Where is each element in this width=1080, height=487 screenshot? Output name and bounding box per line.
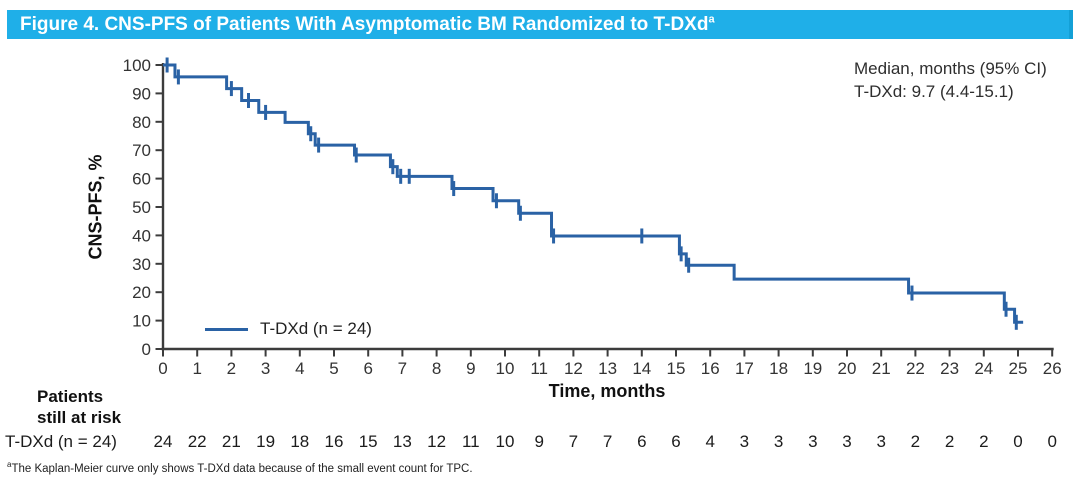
x-tick-label: 20 xyxy=(838,359,857,378)
x-tick-label: 8 xyxy=(432,359,441,378)
risk-value: 0 xyxy=(1047,432,1057,451)
risk-value: 19 xyxy=(256,432,276,451)
figure-title-bar: Figure 4. CNS-PFS of Patients With Asymp… xyxy=(7,10,1073,39)
y-axis-title: CNS-PFS, % xyxy=(85,154,106,260)
x-tick-label: 5 xyxy=(329,359,338,378)
figure-title: Figure 4. CNS-PFS of Patients With Asymp… xyxy=(20,14,709,35)
risk-value: 12 xyxy=(427,432,447,451)
y-tick-label: 50 xyxy=(132,198,151,217)
risk-table-header-line1: Patients xyxy=(37,387,104,406)
y-tick-label: 60 xyxy=(132,170,151,189)
x-tick-label: 4 xyxy=(295,359,304,378)
y-tick-label: 10 xyxy=(132,312,151,331)
x-tick-label: 6 xyxy=(363,359,372,378)
risk-value: 22 xyxy=(187,432,207,451)
x-tick-label: 17 xyxy=(735,359,754,378)
x-tick-label: 3 xyxy=(261,359,270,378)
x-tick-label: 13 xyxy=(598,359,617,378)
risk-value: 10 xyxy=(495,432,515,451)
footnote: aThe Kaplan-Meier curve only shows T-DXd… xyxy=(7,460,473,475)
y-tick-label: 30 xyxy=(132,255,151,274)
risk-value: 7 xyxy=(568,432,579,451)
y-tick-label: 0 xyxy=(142,340,151,359)
x-tick-label: 21 xyxy=(872,359,891,378)
x-tick-label: 19 xyxy=(803,359,822,378)
risk-row-label: T-DXd (n = 24) xyxy=(5,432,117,451)
legend-line-swatch xyxy=(205,327,248,331)
risk-table-header: Patients still at risk xyxy=(37,386,121,428)
risk-value: 6 xyxy=(637,432,647,451)
footnote-superscript: a xyxy=(7,460,12,469)
x-tick-label: 10 xyxy=(496,359,515,378)
x-tick-label: 2 xyxy=(227,359,236,378)
x-axis-title: Time, months xyxy=(548,381,666,401)
risk-value: 7 xyxy=(602,432,613,451)
y-tick-label: 70 xyxy=(132,141,151,160)
x-tick-label: 0 xyxy=(158,359,167,378)
risk-value: 4 xyxy=(705,432,715,451)
x-tick-label: 26 xyxy=(1043,359,1062,378)
risk-value: 24 xyxy=(153,432,173,451)
risk-value: 21 xyxy=(221,432,241,451)
x-tick-label: 24 xyxy=(974,359,993,378)
x-tick-label: 14 xyxy=(632,359,651,378)
risk-value: 3 xyxy=(876,432,886,451)
x-tick-label: 25 xyxy=(1009,359,1028,378)
y-tick-label: 20 xyxy=(132,283,151,302)
y-tick-label: 90 xyxy=(132,84,151,103)
x-tick-label: 22 xyxy=(906,359,925,378)
risk-value: 16 xyxy=(324,432,344,451)
risk-value: 2 xyxy=(944,432,955,451)
y-tick-label: 100 xyxy=(123,56,151,75)
km-curve xyxy=(163,63,1024,324)
risk-value: 6 xyxy=(671,432,681,451)
risk-value: 11 xyxy=(461,432,480,451)
risk-value: 2 xyxy=(979,432,989,451)
x-tick-label: 16 xyxy=(701,359,720,378)
risk-value: 3 xyxy=(739,432,750,451)
risk-value: 3 xyxy=(842,432,852,451)
legend: T-DXd (n = 24) xyxy=(205,319,372,339)
risk-table-header-line2: still at risk xyxy=(37,408,122,427)
risk-value: 9 xyxy=(534,432,544,451)
median-annotation-value: T-DXd: 9.7 (4.4-15.1) xyxy=(854,82,1014,101)
median-annotation: Median, months (95% CI) T-DXd: 9.7 (4.4-… xyxy=(854,57,1047,103)
y-tick-label: 40 xyxy=(132,226,151,245)
x-tick-label: 12 xyxy=(564,359,583,378)
risk-value: 13 xyxy=(392,432,412,451)
risk-value: 3 xyxy=(808,432,818,451)
risk-value: 2 xyxy=(910,432,921,451)
median-annotation-header: Median, months (95% CI) xyxy=(854,59,1047,78)
risk-value: 18 xyxy=(290,432,310,451)
legend-label: T-DXd (n = 24) xyxy=(260,319,372,338)
risk-value: 15 xyxy=(358,432,378,451)
figure-title-superscript: a xyxy=(708,13,715,26)
risk-value: 0 xyxy=(1013,432,1023,451)
footnote-text: The Kaplan-Meier curve only shows T-DXd … xyxy=(11,462,473,475)
x-tick-label: 23 xyxy=(940,359,959,378)
x-tick-label: 18 xyxy=(769,359,788,378)
x-tick-label: 9 xyxy=(466,359,475,378)
x-tick-label: 11 xyxy=(530,359,548,378)
x-tick-label: 7 xyxy=(398,359,407,378)
y-tick-label: 80 xyxy=(132,113,151,132)
x-tick-label: 1 xyxy=(192,359,201,378)
risk-value: 3 xyxy=(773,432,784,451)
x-tick-label: 15 xyxy=(667,359,686,378)
